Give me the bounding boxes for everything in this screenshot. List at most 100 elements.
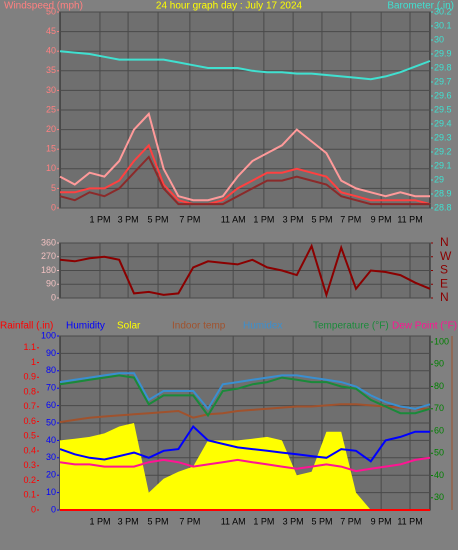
y2-tick-label: 50: [434, 448, 444, 458]
y2-axis-title: Barometer (.in): [387, 1, 454, 12]
y2-tick-label: 70: [434, 403, 444, 413]
y-tick-label: 80: [46, 365, 56, 375]
y2-tick-label: 30.2: [434, 6, 452, 16]
y-tick-label: 5: [51, 183, 56, 193]
series-line: [59, 50, 431, 81]
y-tick-label: 15: [46, 144, 56, 154]
y-tick-label: 60: [46, 400, 56, 410]
y3-tick-label: 0.3: [23, 460, 36, 470]
x-tick-label: 5 PM: [311, 516, 332, 526]
legend-entry: Dew Point (°F): [392, 321, 457, 332]
x-tick-label: 7 PM: [179, 516, 200, 526]
y3-tick-label: 0.5: [23, 431, 36, 441]
y-tick-label: 35: [46, 65, 56, 75]
y2-tick-label: 90: [434, 359, 444, 369]
y3-tick-label: 1: [31, 357, 36, 367]
y-tick-label: 30: [46, 452, 56, 462]
x-tick-label: 7 PM: [179, 214, 200, 224]
x-tick-label: 11 AM: [221, 214, 246, 224]
y2-tick-label: 29.3: [434, 132, 452, 142]
series-line: [59, 155, 430, 206]
legend-entry: Humidity: [66, 321, 105, 332]
y2-tick-label: E: [440, 276, 448, 290]
x-tick-label: 3 PM: [118, 516, 139, 526]
y2-tick-label: 29.7: [434, 76, 452, 86]
y-axis-title: Windspeed (mph): [4, 1, 83, 12]
y2-tick-label: 80: [434, 381, 444, 391]
x-tick-label: 3 PM: [283, 214, 304, 224]
y2-tick-label: N: [440, 290, 449, 304]
y3-tick-label: 0.7: [23, 401, 36, 411]
legend-entry: Rainfall (.in): [0, 321, 53, 332]
series-line: [59, 456, 431, 473]
y2-tick-label: 29.1: [434, 160, 452, 170]
x-tick-label: 5 PM: [311, 214, 332, 224]
x-tick-label: 1 PM: [89, 516, 110, 526]
y-tick-label: 360: [41, 237, 56, 247]
y-tick-label: 100: [41, 330, 56, 340]
y-tick-label: 0: [51, 504, 56, 514]
y-tick-label: 90: [46, 279, 56, 289]
y-tick-label: 270: [41, 251, 56, 261]
x-tick-label: 9 PM: [371, 516, 392, 526]
y2-tick-label: 29.2: [434, 146, 452, 156]
x-tick-label: 11 PM: [397, 516, 422, 526]
y3-tick-label: 0.1: [23, 490, 36, 500]
y-tick-label: 25: [46, 104, 56, 114]
x-tick-label: 11 AM: [221, 516, 246, 526]
y2-tick-label: 29.9: [434, 48, 452, 58]
y-tick-label: 40: [46, 435, 56, 445]
y-tick-label: 40: [46, 46, 56, 56]
x-tick-label: 5 PM: [148, 516, 169, 526]
y-tick-label: 0: [51, 202, 56, 212]
x-tick-label: 3 PM: [118, 214, 139, 224]
y3-tick-label: 0.9: [23, 372, 36, 382]
y2-tick-label: 29.6: [434, 90, 452, 100]
y3-tick-label: 0.2: [23, 475, 36, 485]
legend-entry: Solar: [117, 321, 141, 332]
y-tick-label: 180: [41, 265, 56, 275]
y-tick-label: 50: [46, 6, 56, 16]
y2-tick-label: 28.9: [434, 188, 452, 198]
y2-tick-label: W: [440, 249, 452, 263]
y2-tick-label: 40: [434, 470, 444, 480]
y-tick-label: 45: [46, 26, 56, 36]
y2-tick-label: 30: [434, 34, 444, 44]
y2-tick-label: 30.1: [434, 20, 452, 30]
series-line: [59, 374, 431, 418]
y3-tick-label: 0.6: [23, 416, 36, 426]
y3-tick-label: 0.4: [23, 445, 36, 455]
y-tick-label: 20: [46, 124, 56, 134]
y-tick-label: 90: [46, 348, 56, 358]
x-tick-label: 5 PM: [148, 214, 169, 224]
series-line: [59, 424, 430, 463]
y2-tick-label: 29.5: [434, 104, 452, 114]
y3-tick-label: 0: [31, 504, 36, 514]
y-tick-label: 30: [46, 85, 56, 95]
y-tick-label: 10: [46, 487, 56, 497]
y2-tick-label: 29.8: [434, 62, 452, 72]
y2-tick-label: 60: [434, 425, 444, 435]
y2-tick-label: 100: [434, 336, 449, 346]
y2-tick-label: 29: [434, 174, 444, 184]
y3-tick-label: 0.8: [23, 386, 36, 396]
y-tick-label: 10: [46, 163, 56, 173]
y-tick-label: 70: [46, 383, 56, 393]
x-tick-label: 9 PM: [371, 214, 392, 224]
x-tick-label: 1 PM: [89, 214, 110, 224]
solar-area: [60, 423, 430, 510]
series-line: [60, 143, 431, 206]
y-tick-label: 0: [51, 292, 56, 302]
x-tick-label: 1 PM: [253, 214, 274, 224]
x-tick-label: 11 PM: [397, 214, 422, 224]
series-line: [59, 111, 430, 202]
legend-entry: Humidex: [243, 321, 282, 332]
y-tick-label: 20: [46, 470, 56, 480]
y-tick-label: 50: [46, 417, 56, 427]
series-line: [59, 243, 431, 299]
y3-tick-label: 1.1: [23, 342, 36, 352]
chart-title: 24 hour graph day : July 17 2024: [156, 1, 303, 12]
series-line: [59, 403, 430, 424]
x-tick-label: 3 PM: [283, 516, 304, 526]
